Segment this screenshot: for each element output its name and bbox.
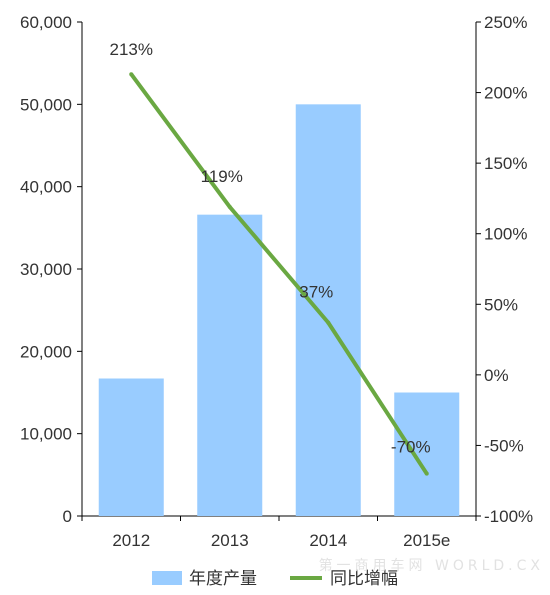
data-label: 119%: [201, 167, 243, 186]
line-series: [129, 72, 429, 476]
y-right-tick-label: -100%: [484, 507, 533, 526]
legend-bar-label: 年度产量: [189, 569, 257, 589]
y-right-tick-label: 0%: [484, 366, 509, 385]
line-point: [326, 320, 331, 325]
data-labels: 213% 119% 37% -70%: [110, 40, 431, 456]
bar: [295, 104, 361, 516]
line-point: [227, 204, 232, 209]
series-line: [129, 73, 429, 475]
x-tick-label: 2015e: [403, 531, 450, 550]
bar: [197, 214, 263, 516]
y-right-tick-label: 100%: [484, 225, 527, 244]
y-left-tick-label: 20,000: [20, 342, 72, 361]
y-left-tick-label: 50,000: [20, 95, 72, 114]
axes: 0 10,000 20,000 30,000 40,000 50,000 60,000 -10…: [20, 13, 533, 550]
y-right-tick-label: -50%: [484, 436, 524, 455]
data-label: -70%: [391, 438, 431, 457]
bar: [394, 392, 460, 516]
legend-line-label: 同比增幅: [330, 569, 398, 589]
y-left-tick-label: 60,000: [20, 13, 72, 32]
legend: 年度产量 同比增幅: [152, 569, 398, 589]
y-right-tick-label: 250%: [484, 13, 527, 32]
data-label: 213%: [110, 40, 153, 59]
y-left-tick-label: 30,000: [20, 260, 72, 279]
x-tick-label: 2012: [112, 531, 150, 550]
y-left-tick-label: 10,000: [20, 425, 72, 444]
legend-bar-swatch: [152, 571, 182, 585]
y-right-tick-label: 150%: [484, 154, 527, 173]
y-left-tick-label: 0: [63, 507, 72, 526]
x-tick-label: 2013: [211, 531, 249, 550]
data-label: 37%: [299, 283, 333, 302]
y-right-tick-label: 200%: [484, 84, 527, 103]
x-tick-label: 2014: [309, 531, 347, 550]
bar: [98, 378, 164, 516]
y-left-tick-label: 40,000: [20, 178, 72, 197]
line-point: [129, 72, 134, 77]
bars: [98, 104, 460, 516]
line-point: [424, 471, 429, 476]
y-right-tick-label: 50%: [484, 295, 518, 314]
watermark: 第一商用车网 WORLD.CX: [318, 558, 544, 574]
